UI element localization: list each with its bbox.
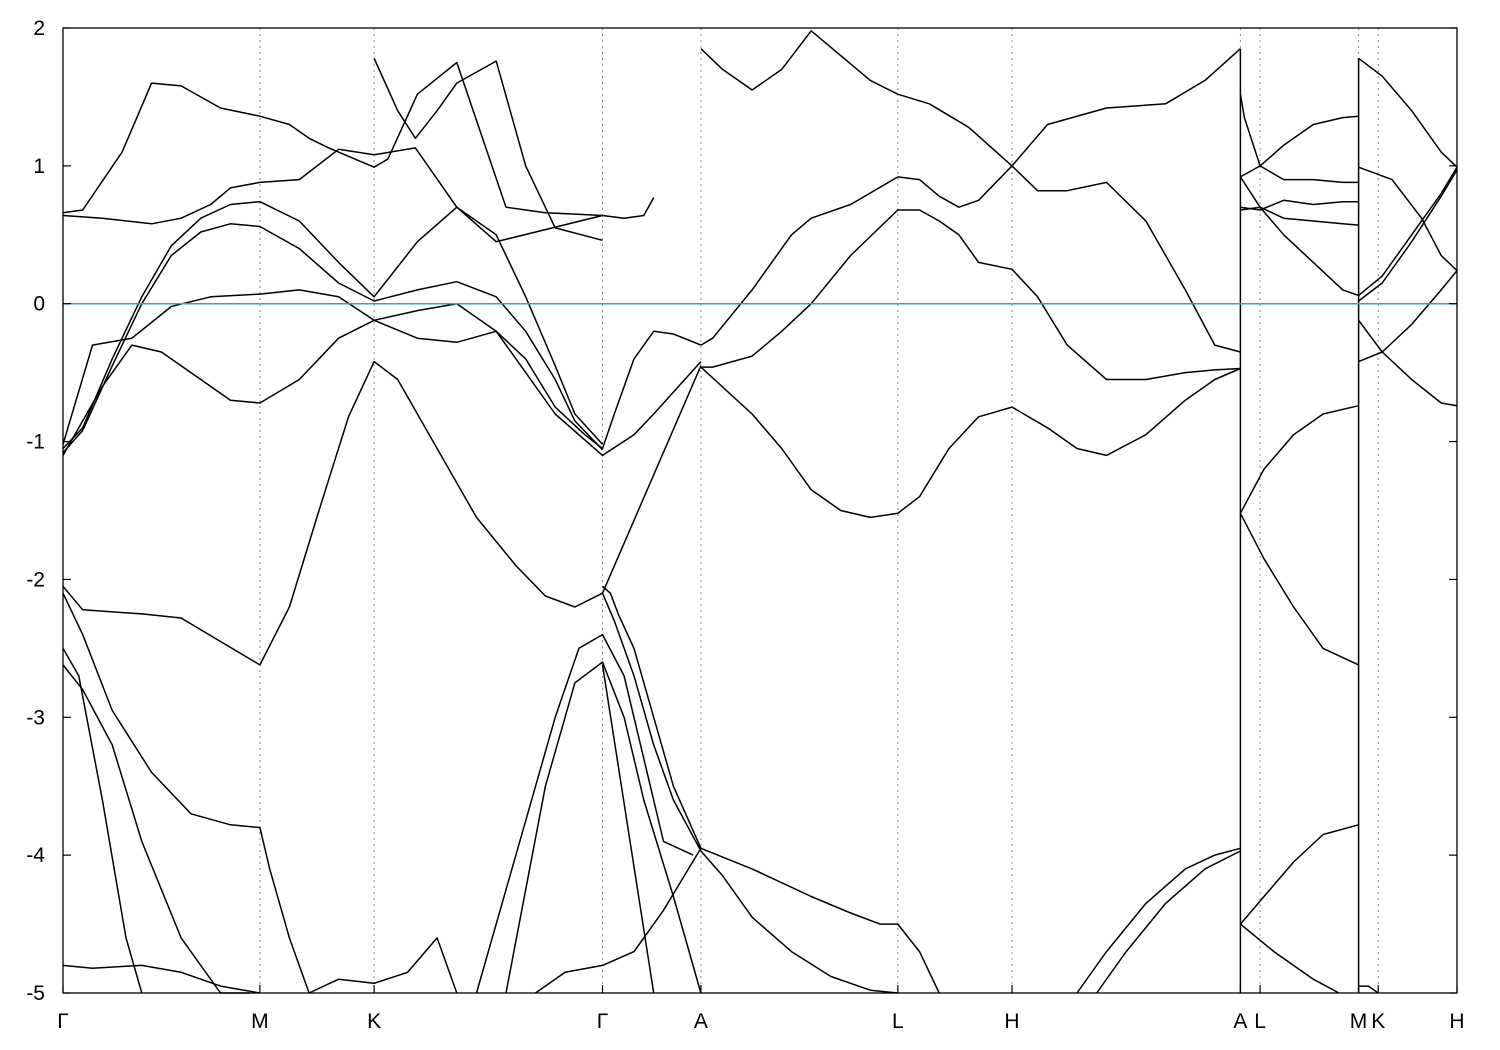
kpoint-label: Γ bbox=[597, 1010, 609, 1033]
band-line bbox=[897, 165, 1241, 353]
y-tick-label: -1 bbox=[26, 431, 45, 454]
band-line bbox=[62, 302, 702, 457]
kpoint-label: L bbox=[1254, 1010, 1266, 1033]
band-line bbox=[373, 61, 603, 217]
band-line bbox=[308, 937, 458, 994]
band-line bbox=[62, 200, 604, 450]
band-line bbox=[535, 847, 702, 994]
band-line bbox=[1357, 319, 1458, 407]
band-line bbox=[1240, 199, 1359, 211]
band-line bbox=[62, 592, 310, 994]
band-line bbox=[1239, 512, 1359, 666]
band-line bbox=[1358, 985, 1379, 994]
band-line bbox=[1358, 169, 1458, 302]
band-line bbox=[1239, 404, 1359, 514]
band-line bbox=[1239, 176, 1359, 297]
kpoint-label: L bbox=[892, 1010, 904, 1033]
kpoint-label: K bbox=[1371, 1010, 1385, 1033]
band-line bbox=[62, 360, 702, 666]
band-line bbox=[373, 57, 603, 242]
band-line bbox=[601, 592, 702, 852]
band-line bbox=[62, 82, 375, 214]
band-line bbox=[1358, 57, 1458, 168]
band-line bbox=[1239, 94, 1359, 184]
band-line bbox=[475, 633, 694, 994]
band-line bbox=[700, 847, 940, 994]
band-line bbox=[700, 30, 1241, 167]
band-line bbox=[700, 209, 1241, 381]
band-line bbox=[700, 176, 899, 346]
band-line bbox=[62, 289, 702, 450]
kpoint-label: M bbox=[1350, 1010, 1368, 1033]
band-line bbox=[1240, 206, 1359, 226]
band-line bbox=[700, 366, 1241, 519]
band-line bbox=[1358, 166, 1458, 296]
kpoint-label: K bbox=[367, 1010, 381, 1033]
y-tick-label: -2 bbox=[26, 568, 45, 591]
band-line bbox=[62, 664, 250, 994]
band-line bbox=[62, 223, 604, 454]
band-line bbox=[62, 147, 655, 243]
band-line bbox=[602, 585, 702, 849]
y-tick-label: 1 bbox=[33, 155, 45, 178]
band-line bbox=[62, 964, 261, 994]
band-line bbox=[1239, 923, 1340, 994]
kpoint-label: Γ bbox=[57, 1010, 69, 1033]
y-tick-label: 0 bbox=[33, 293, 45, 316]
y-tick-label: -3 bbox=[26, 706, 45, 729]
kpoint-label: H bbox=[1449, 1010, 1464, 1033]
plot-frame bbox=[62, 27, 1458, 994]
y-axis-ticks: 2 1 0 -1 -2 -3 -4 -5 bbox=[26, 17, 1457, 1005]
band-line bbox=[1076, 847, 1241, 994]
band-line bbox=[1096, 850, 1241, 994]
kpoint-label: A bbox=[694, 1010, 708, 1033]
y-tick-label: -4 bbox=[26, 844, 45, 867]
band-lines bbox=[62, 30, 1458, 994]
band-line bbox=[505, 661, 702, 994]
y-tick-label: -5 bbox=[26, 982, 45, 1005]
kpoint-label: A bbox=[1233, 1010, 1247, 1033]
kpoint-label: M bbox=[251, 1010, 269, 1033]
band-line bbox=[1358, 166, 1458, 272]
y-tick-label: 2 bbox=[33, 17, 45, 40]
band-line bbox=[601, 664, 655, 994]
band-line bbox=[1239, 824, 1359, 925]
k-point-gridlines bbox=[259, 28, 1379, 993]
band-line bbox=[700, 850, 898, 994]
band-line bbox=[62, 648, 143, 994]
band-line bbox=[1240, 115, 1359, 178]
band-line bbox=[1358, 270, 1458, 363]
kpoint-label: H bbox=[1004, 1010, 1019, 1033]
